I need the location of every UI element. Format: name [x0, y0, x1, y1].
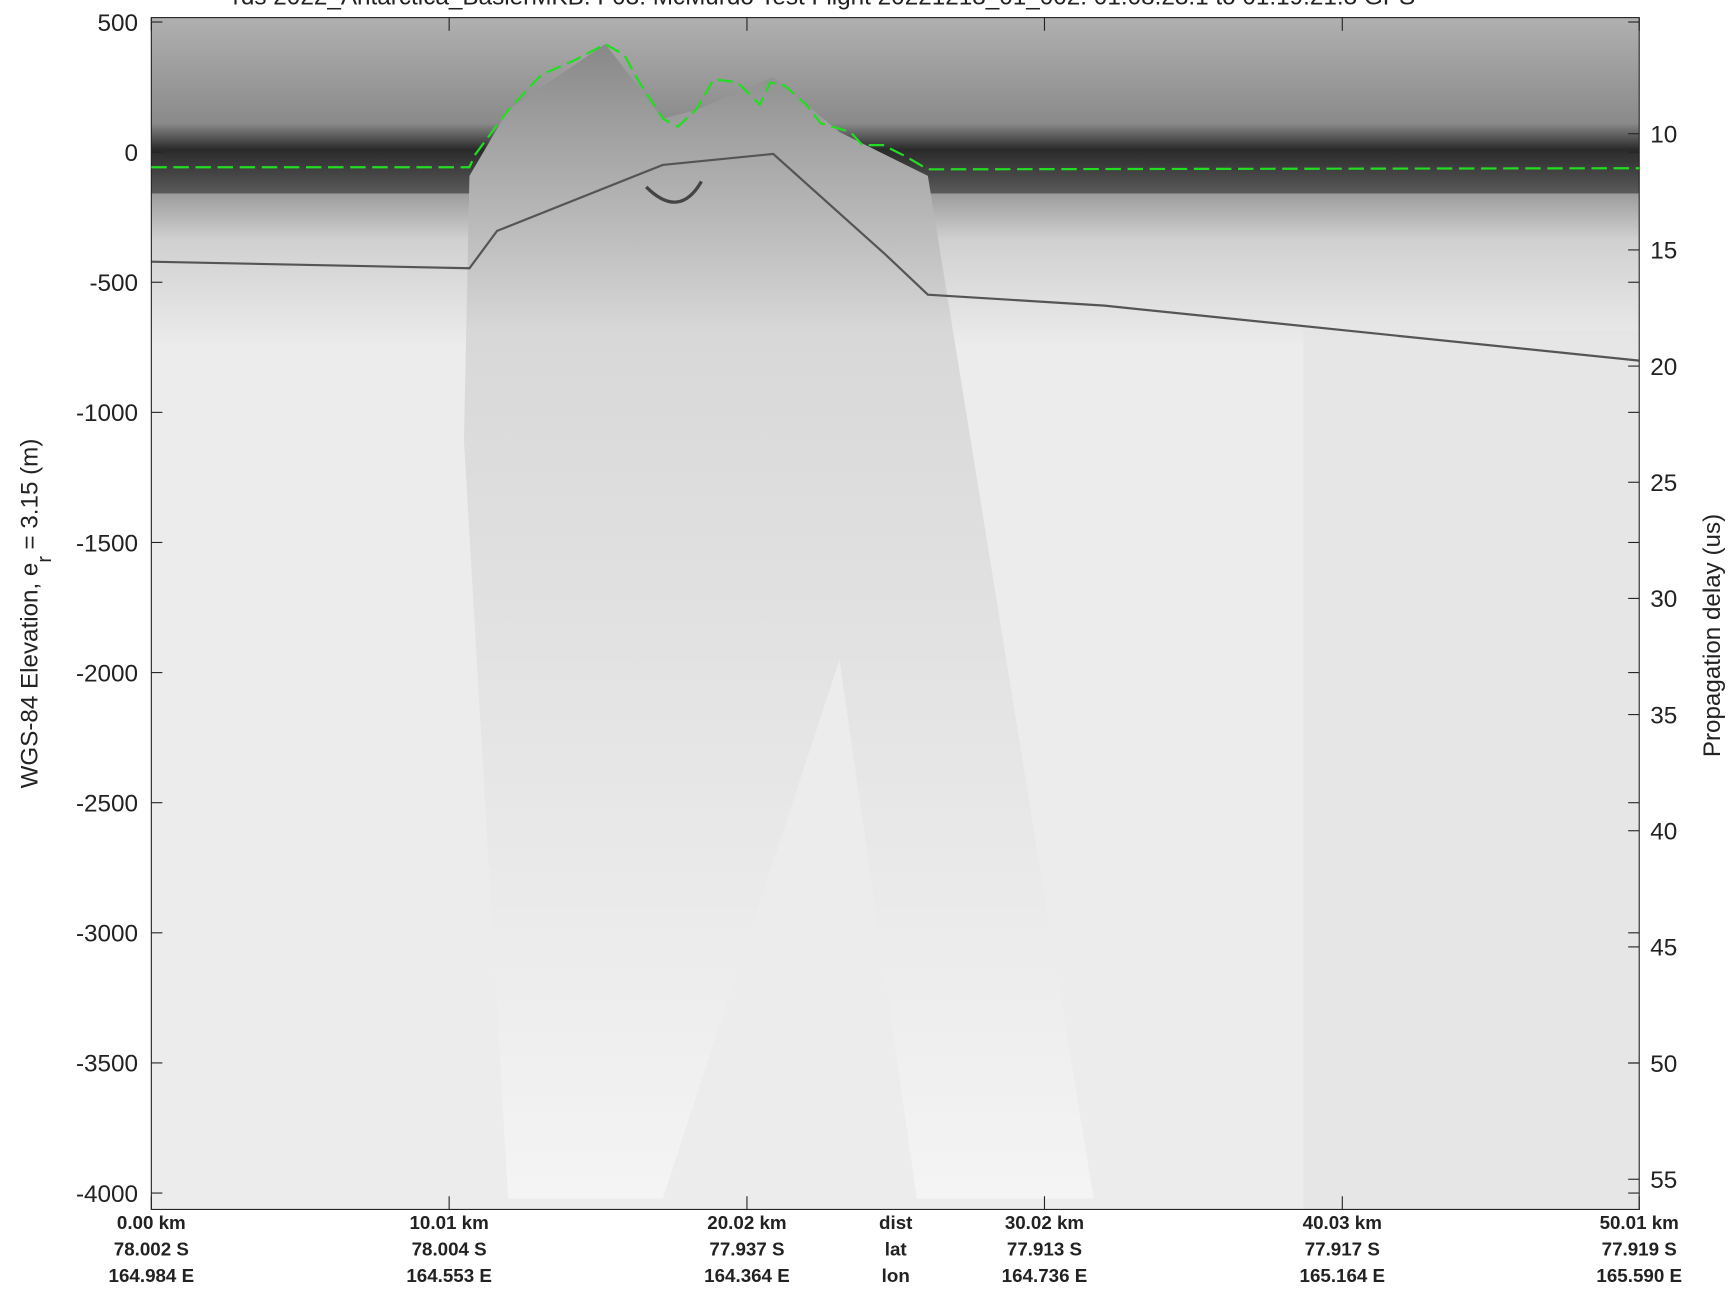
y-tick-label: -2500	[76, 791, 138, 818]
y-axis-label: WGS-84 Elevation, er = 3.15 (m)	[17, 439, 56, 789]
y-label-main: WGS-84 Elevation, e	[17, 563, 44, 789]
x-tick-lat: 77.937 S	[709, 1239, 784, 1260]
x-tick-lon: 164.984 E	[109, 1265, 195, 1286]
y-tick-label: -1500	[76, 530, 138, 557]
y2-tick-label: 50	[1650, 1051, 1677, 1078]
y2-tick-label: 30	[1650, 586, 1677, 613]
x-tick-lon: 164.364 E	[704, 1265, 790, 1286]
x-tick-label: 50.01 km	[1600, 1212, 1679, 1233]
chart-title: rds 2022_Antarctica_BaslerMKB: F03: McMu…	[233, 0, 1415, 10]
y2-tick-label: 15	[1650, 238, 1677, 265]
y2-tick-label: 35	[1650, 702, 1677, 729]
echogram	[151, 17, 1640, 1210]
x-tick-label: 40.03 km	[1303, 1212, 1382, 1233]
x-tick-lat: 78.002 S	[114, 1239, 189, 1260]
x-row-name: lon	[882, 1265, 910, 1286]
y-tick-label: -3000	[76, 921, 138, 948]
x-tick-lon: 165.164 E	[1300, 1265, 1386, 1286]
y2-axis-label: Propagation delay (us)	[1699, 514, 1726, 757]
x-row-name: dist	[879, 1212, 912, 1233]
x-tick-lat: 77.917 S	[1305, 1239, 1380, 1260]
x-tick-label: 20.02 km	[707, 1212, 786, 1233]
x-tick-lat: 77.913 S	[1007, 1239, 1082, 1260]
plot-frame	[150, 17, 1640, 1210]
y-tick-label: -4000	[76, 1181, 138, 1208]
x-tick-label: 30.02 km	[1005, 1212, 1084, 1233]
y-tick-label: -3500	[76, 1051, 138, 1078]
y-label-end: = 3.15 (m)	[17, 439, 44, 550]
y2-tick-label: 55	[1650, 1167, 1677, 1194]
x-tick-lon: 164.553 E	[406, 1265, 492, 1286]
x-tick-lat: 77.919 S	[1602, 1239, 1677, 1260]
x-tick-lon: 164.736 E	[1002, 1265, 1088, 1286]
y-label-sub: r	[34, 556, 56, 563]
x-row-name: lat	[885, 1239, 907, 1260]
y2-tick-label: 20	[1650, 354, 1677, 381]
y2-tick-label: 25	[1650, 470, 1677, 497]
y2-tick-label: 45	[1650, 935, 1677, 962]
y2-tick-label: 40	[1650, 819, 1677, 846]
y-tick-label: 0	[125, 140, 139, 167]
x-tick-label: 0.00 km	[117, 1212, 186, 1233]
x-tick-lat: 78.004 S	[412, 1239, 487, 1260]
y-tick-label: -1000	[76, 400, 138, 427]
x-tick-label: 10.01 km	[409, 1212, 488, 1233]
y-tick-label: 500	[98, 10, 139, 37]
y-tick-label: -500	[89, 270, 138, 297]
y-tick-label: -2000	[76, 660, 138, 687]
y2-tick-label: 10	[1650, 122, 1677, 149]
x-tick-lon: 165.590 E	[1596, 1265, 1682, 1286]
